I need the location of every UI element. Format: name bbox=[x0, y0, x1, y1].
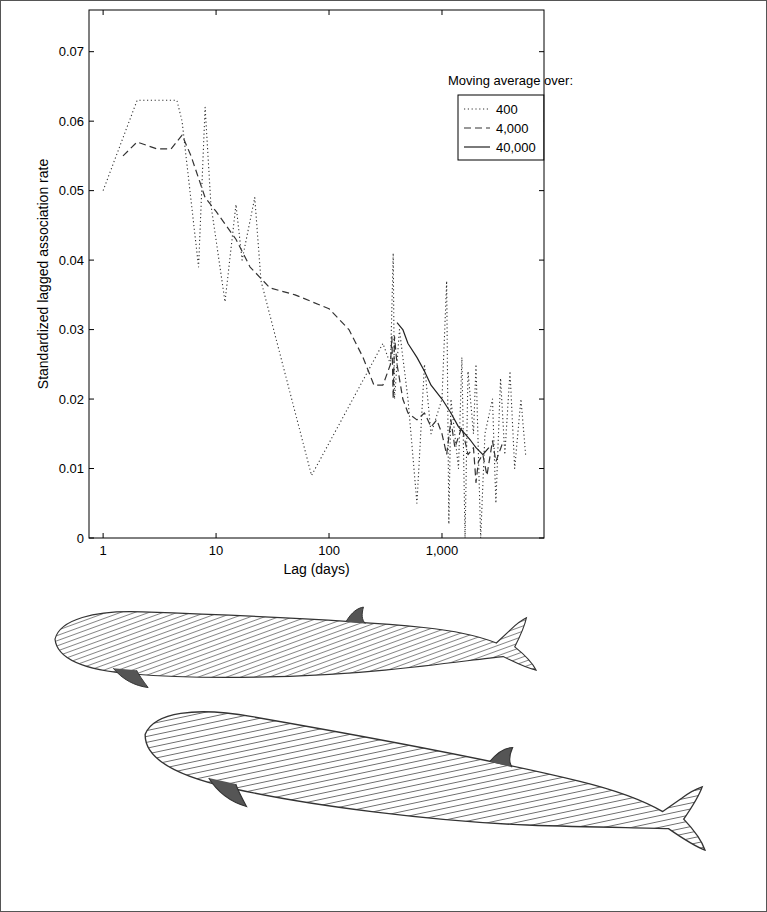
series-line bbox=[103, 100, 526, 538]
y-axis-title: Standardized lagged association rate bbox=[35, 159, 51, 390]
x-tick bbox=[441, 533, 442, 538]
y-tick bbox=[89, 399, 94, 400]
x-tick bbox=[329, 533, 330, 538]
y-tick bbox=[539, 190, 544, 191]
figure: 0 0.01 0.02 0.03 0.04 0.05 0.06 0.07 1 10 100 1,000… bbox=[0, 0, 767, 912]
whale bbox=[137, 697, 715, 871]
whale-fin bbox=[346, 607, 365, 623]
legend-swatch bbox=[464, 108, 490, 109]
x-tick-label: 10 bbox=[209, 543, 223, 558]
y-tick bbox=[89, 468, 94, 469]
y-tick bbox=[89, 51, 94, 52]
whale-body bbox=[139, 702, 715, 859]
y-tick bbox=[539, 51, 544, 52]
x-tick bbox=[103, 533, 104, 538]
y-tick bbox=[539, 329, 544, 330]
y-tick-label: 0.03 bbox=[59, 322, 84, 337]
y-tick bbox=[539, 399, 544, 400]
y-tick-label: 0.02 bbox=[59, 392, 84, 407]
x-tick bbox=[329, 10, 330, 15]
whale bbox=[55, 607, 536, 688]
x-tick-label: 1 bbox=[99, 543, 106, 558]
plot-frame bbox=[89, 10, 544, 538]
whale-flipper bbox=[113, 668, 148, 687]
x-tick bbox=[216, 10, 217, 15]
y-tick bbox=[539, 260, 544, 261]
legend-label: 4,000 bbox=[496, 121, 529, 136]
y-tick-label: 0.07 bbox=[59, 44, 84, 59]
y-tick bbox=[89, 260, 94, 261]
legend-swatch bbox=[464, 127, 490, 128]
whale-body bbox=[55, 612, 536, 678]
x-tick-label: 1,000 bbox=[426, 543, 459, 558]
series-line bbox=[397, 323, 489, 455]
whale-fin bbox=[489, 745, 514, 768]
y-tick bbox=[89, 538, 94, 539]
x-axis-title: Lag (days) bbox=[283, 561, 349, 577]
figure-frame bbox=[1, 1, 767, 912]
legend-box bbox=[458, 95, 544, 160]
legend-label: 400 bbox=[496, 102, 518, 117]
x-tick-label: 100 bbox=[318, 543, 340, 558]
series-line bbox=[123, 135, 503, 482]
y-tick bbox=[89, 329, 94, 330]
y-tick-label: 0.01 bbox=[59, 461, 84, 476]
y-tick-label: 0.05 bbox=[59, 183, 84, 198]
x-tick bbox=[441, 10, 442, 15]
y-tick bbox=[89, 121, 94, 122]
whale-illustrations bbox=[55, 607, 715, 870]
y-tick-label: 0 bbox=[77, 531, 84, 546]
legend-swatch bbox=[464, 146, 490, 147]
x-tick bbox=[216, 533, 217, 538]
plot-lines bbox=[103, 100, 526, 538]
y-tick-label: 0.06 bbox=[59, 114, 84, 129]
legend-label: 40,000 bbox=[496, 140, 536, 155]
whale-flipper bbox=[206, 778, 250, 807]
x-tick bbox=[103, 10, 104, 15]
y-tick bbox=[89, 190, 94, 191]
y-tick bbox=[539, 538, 544, 539]
legend-title: Moving average over: bbox=[448, 73, 573, 88]
y-tick-label: 0.04 bbox=[59, 253, 84, 268]
y-tick bbox=[539, 468, 544, 469]
